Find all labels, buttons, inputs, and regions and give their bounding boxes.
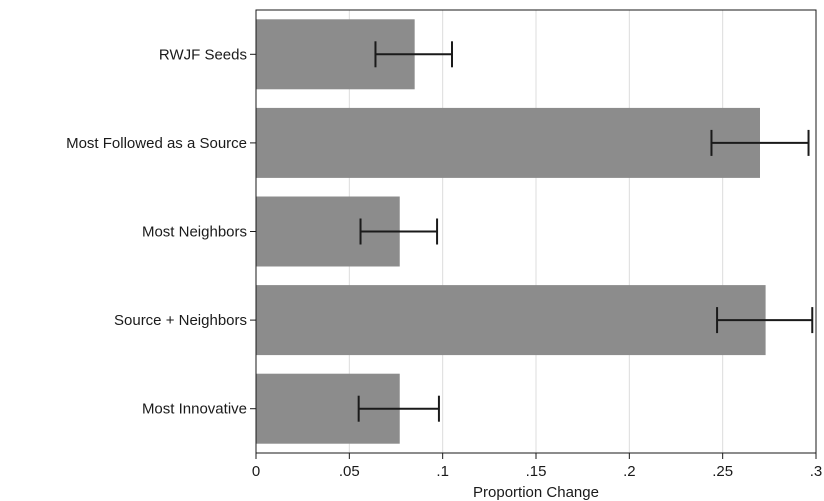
x-tick-label: .05	[339, 463, 360, 480]
x-tick-label: .2	[623, 463, 636, 480]
error-bar	[359, 218, 439, 245]
x-tick-label: 0	[252, 463, 260, 480]
category-label: RWJF Seeds	[159, 46, 247, 63]
category-label: Source + Neighbors	[114, 312, 247, 329]
error-bar	[374, 41, 453, 68]
category-label: Most Followed as a Source	[66, 135, 247, 152]
x-tick-label: .15	[526, 463, 547, 480]
x-tick-label: .1	[436, 463, 449, 480]
error-bars	[357, 41, 814, 422]
error-bar	[716, 307, 814, 334]
x-tick-label: .25	[712, 463, 733, 480]
category-label: Most Neighbors	[142, 224, 247, 241]
axes: 0 .05 .1 .15 .2 .25 .3 RWJF Seeds Most Followed …	[66, 46, 822, 480]
error-bar	[357, 395, 440, 422]
error-bar	[710, 129, 810, 156]
bar	[256, 285, 766, 356]
bar	[256, 107, 760, 178]
bars	[256, 19, 766, 444]
x-axis-title: Proportion Change	[473, 484, 599, 501]
category-label: Most Innovative	[142, 401, 247, 418]
x-tick-label: .3	[810, 463, 823, 480]
